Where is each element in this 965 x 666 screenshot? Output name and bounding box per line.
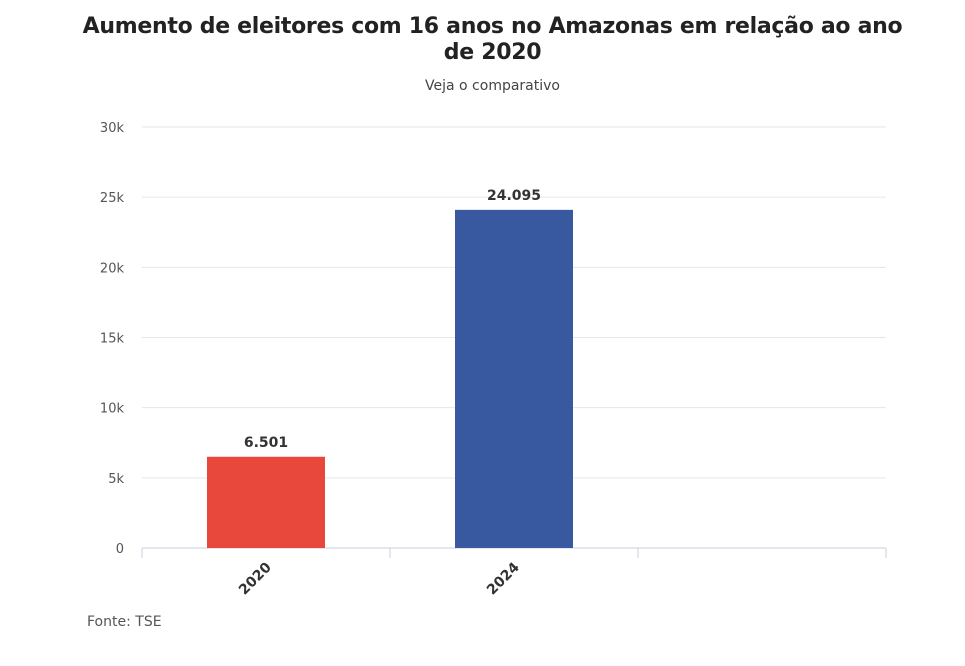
bar-2020 [207,456,325,548]
source-note: Fonte: TSE [87,614,162,630]
y-tick-label: 30k [100,121,125,136]
y-tick-label: 5k [108,472,124,487]
bar-2024 [455,209,573,549]
x-tick-label: 2020 [236,559,275,598]
data-label: 6.501 [244,435,288,451]
y-tick-label: 15k [100,332,125,347]
y-tick-label: 25k [100,191,125,206]
data-label: 24.095 [487,188,541,204]
chart-subtitle: Veja o comparativo [425,78,560,94]
y-tick-label: 0 [116,542,124,557]
chart-title: Aumento de eleitores com 16 anos no Amaz… [82,14,903,65]
y-tick-label: 20k [100,261,125,276]
y-tick-label: 10k [100,402,125,417]
x-tick-label: 2024 [484,559,523,598]
